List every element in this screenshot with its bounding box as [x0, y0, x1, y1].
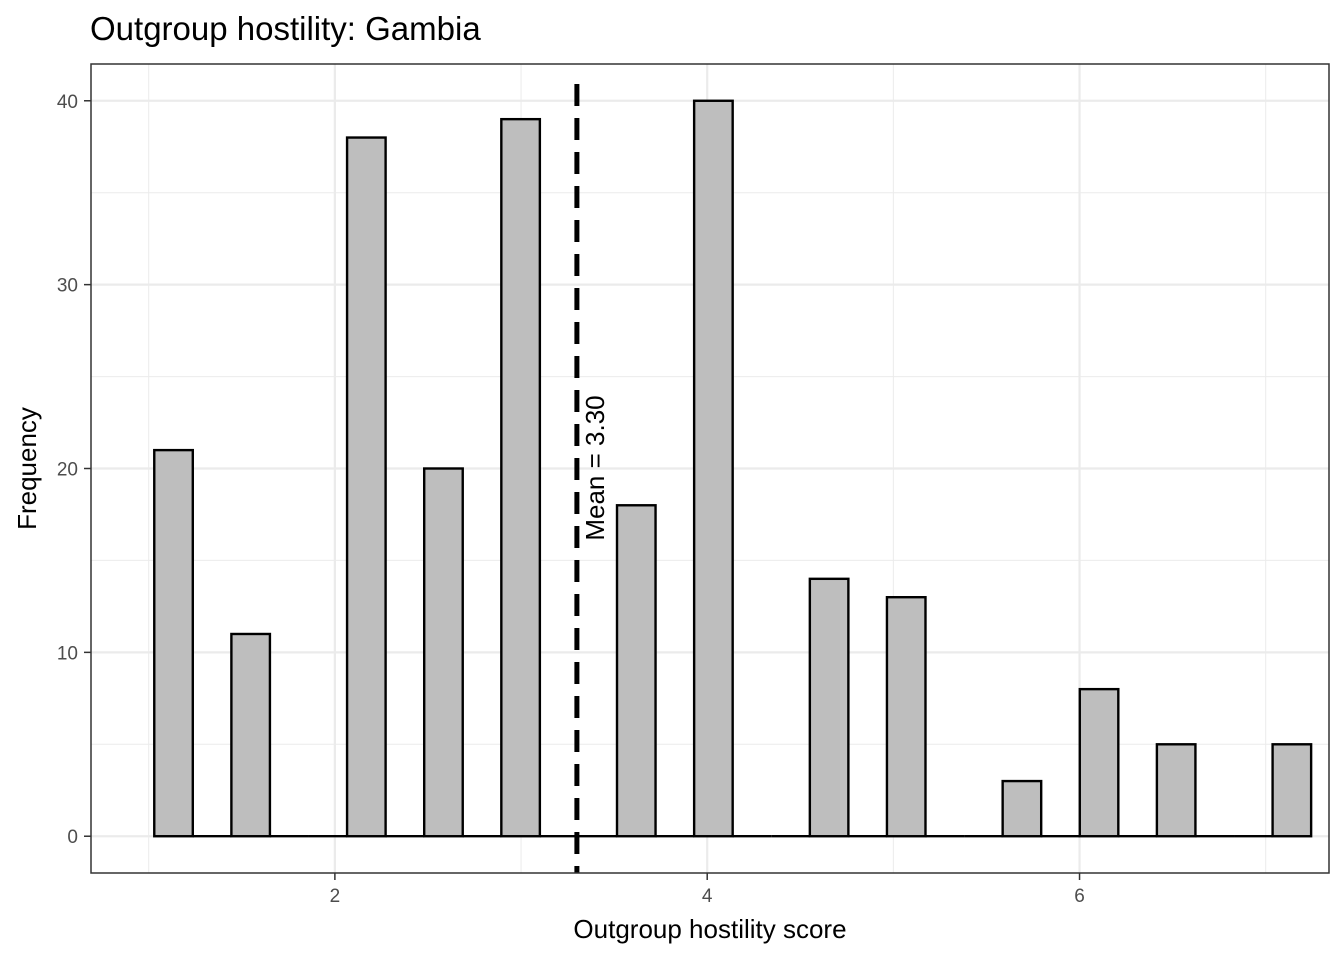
bars — [153, 99, 1313, 838]
histogram-bar — [153, 448, 194, 838]
histogram-bar — [500, 117, 542, 838]
y-tick-label: 10 — [57, 643, 78, 664]
histogram-bar — [885, 596, 927, 838]
y-tick-label: 20 — [57, 460, 78, 481]
y-tick-label: 40 — [57, 92, 78, 113]
histogram-bar — [230, 632, 272, 838]
histogram-bar — [1078, 687, 1120, 838]
x-tick-label: 6 — [1074, 886, 1085, 907]
chart-title: Outgroup hostility: Gambia — [90, 10, 481, 47]
histogram-bar — [615, 504, 657, 838]
mean-label: Mean = 3.30 — [580, 395, 610, 540]
histogram-bar — [422, 467, 464, 838]
y-tick-label: 0 — [67, 827, 78, 848]
histogram-bar — [692, 99, 734, 838]
histogram-bar — [1001, 779, 1043, 838]
histogram-bar — [1271, 743, 1313, 838]
y-axis: 0 10 20 30 40 — [57, 92, 91, 848]
x-tick-label: 4 — [702, 886, 713, 907]
mean-line-group: Mean = 3.30 — [574, 84, 610, 873]
histogram-bar — [1155, 743, 1197, 838]
x-tick-label: 2 — [330, 886, 341, 907]
x-axis-title: Outgroup hostility score — [573, 914, 846, 944]
histogram-bar — [345, 136, 387, 838]
y-tick-label: 30 — [57, 276, 78, 297]
x-axis: 2 4 6 — [330, 873, 1085, 907]
histogram-bar — [808, 577, 850, 838]
y-axis-title: Frequency — [12, 407, 42, 530]
